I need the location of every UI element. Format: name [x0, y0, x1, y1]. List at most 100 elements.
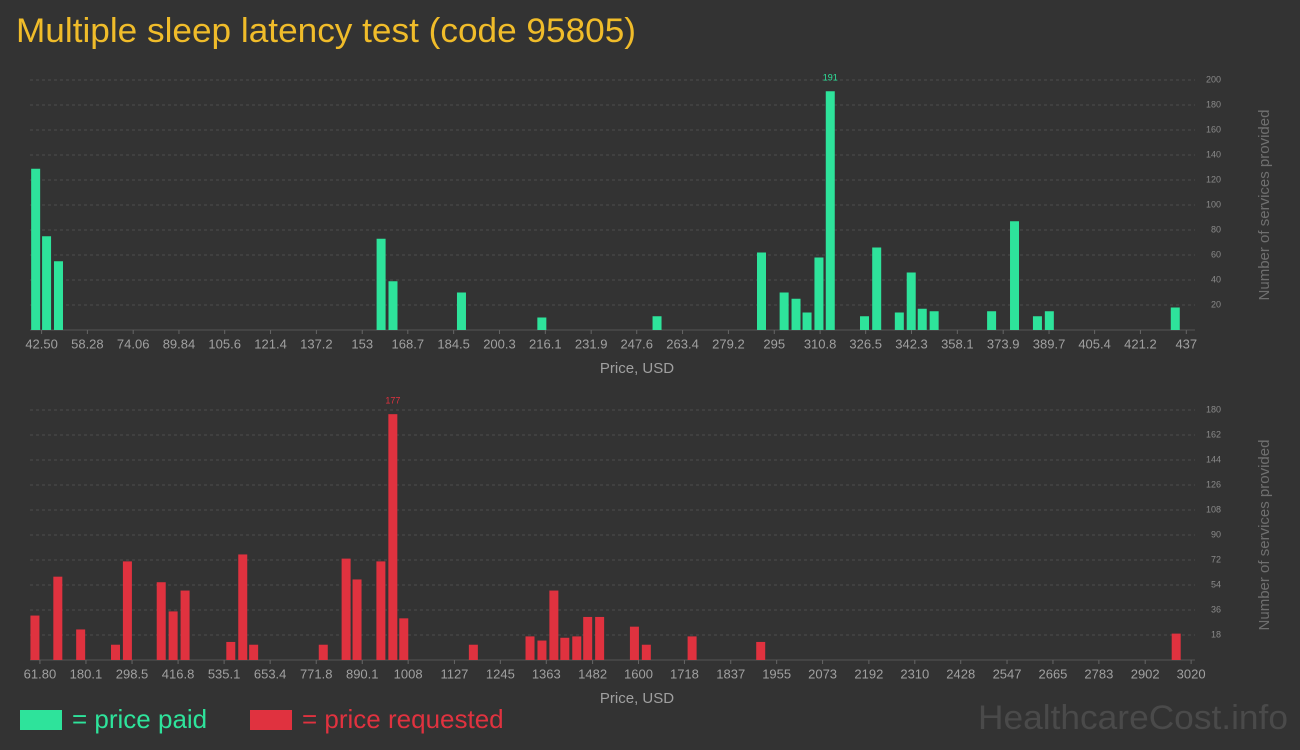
y-tick-label: 18	[1211, 629, 1221, 639]
x-tick-label: 3020	[1177, 666, 1206, 681]
x-tick-label: 2547	[993, 666, 1022, 681]
y-tick-label: 126	[1206, 479, 1221, 489]
x-tick-label: 184.5	[437, 336, 470, 351]
bar	[468, 644, 478, 660]
bar	[318, 644, 328, 660]
x-tick-label: 121.4	[254, 336, 287, 351]
x-tick-label: 437	[1175, 336, 1197, 351]
bar	[756, 641, 766, 660]
bar	[917, 308, 927, 330]
y-tick-label: 40	[1211, 274, 1221, 284]
x-tick-label: 1127	[440, 666, 468, 681]
bar	[53, 576, 63, 660]
x-tick-label: 231.9	[575, 336, 608, 351]
legend-label: = price paid	[72, 704, 207, 734]
x-tick-label: 421.2	[1124, 336, 1157, 351]
bar	[756, 252, 766, 330]
y-tick-label: 180	[1206, 404, 1221, 414]
y-tick-label: 20	[1211, 299, 1221, 309]
x-tick-label: 1363	[532, 666, 561, 681]
bar	[802, 312, 812, 330]
x-tick-label: 358.1	[941, 336, 974, 351]
x-tick-label: 326.5	[849, 336, 882, 351]
y-tick-label: 140	[1206, 149, 1221, 159]
y-tick-label: 200	[1206, 74, 1221, 84]
x-tick-label: 1008	[394, 666, 423, 681]
peak-label: 191	[823, 73, 838, 83]
x-tick-label: 1600	[624, 666, 653, 681]
x-tick-label: 310.8	[804, 336, 837, 351]
x-tick-label: 1245	[486, 666, 515, 681]
y-tick-label: 54	[1211, 579, 1221, 589]
bar	[388, 281, 398, 330]
y-tick-label: 144	[1206, 454, 1221, 464]
bar	[1044, 311, 1054, 330]
x-tick-label: 200.3	[483, 336, 516, 351]
bar	[76, 629, 86, 660]
bar	[814, 257, 824, 330]
bar	[156, 582, 166, 660]
x-tick-label: 1955	[762, 666, 791, 681]
bar	[30, 615, 40, 660]
x-tick-label: 416.8	[162, 666, 195, 681]
x-tick-label: 653.4	[254, 666, 287, 681]
x-tick-label: 295	[763, 336, 785, 351]
x-tick-label: 2192	[854, 666, 883, 681]
bar	[595, 616, 605, 660]
y-tick-label: 60	[1211, 249, 1221, 259]
x-tick-label: 890.1	[346, 666, 379, 681]
x-tick-label: 2783	[1084, 666, 1113, 681]
x-tick-label: 89.84	[163, 336, 196, 351]
bar	[583, 616, 593, 660]
x-tick-label: 42.50	[25, 336, 58, 351]
x-tick-label: 389.7	[1033, 336, 1066, 351]
bar	[872, 247, 882, 330]
bar	[226, 641, 236, 660]
y-tick-label: 90	[1211, 529, 1221, 539]
x-tick-label: 58.28	[71, 336, 104, 351]
x-tick-label: 2310	[900, 666, 929, 681]
bar	[825, 91, 835, 330]
legend-label: = price requested	[302, 704, 504, 734]
page-title: Multiple sleep latency test (code 95805)	[16, 12, 636, 50]
y-axis-title: Number of services provided	[1256, 440, 1273, 631]
bar	[1010, 221, 1020, 330]
bar	[31, 168, 41, 330]
bar	[987, 311, 997, 330]
bar	[1170, 307, 1180, 330]
watermark: HealthcareCost.info	[978, 699, 1288, 737]
bar	[110, 644, 120, 660]
bar	[629, 626, 639, 660]
bar	[537, 317, 547, 330]
bar	[249, 644, 259, 660]
bar	[53, 261, 63, 330]
bar	[779, 292, 789, 330]
y-tick-label: 108	[1206, 504, 1221, 514]
bar	[122, 561, 132, 660]
x-tick-label: 216.1	[529, 336, 562, 351]
bar	[1171, 633, 1181, 660]
x-tick-label: 2073	[808, 666, 837, 681]
bar	[929, 311, 939, 330]
bar	[525, 636, 535, 660]
y-tick-label: 72	[1211, 554, 1221, 564]
y-tick-label: 162	[1206, 429, 1221, 439]
x-tick-label: 2665	[1038, 666, 1067, 681]
bar	[376, 238, 386, 330]
x-tick-label: 180.1	[70, 666, 103, 681]
bar	[238, 554, 248, 660]
bar	[687, 636, 697, 660]
y-axis-title: Number of services provided	[1256, 110, 1273, 301]
y-tick-label: 80	[1211, 224, 1221, 234]
bar	[352, 579, 362, 660]
x-tick-label: 2902	[1131, 666, 1160, 681]
peak-label: 177	[385, 396, 400, 406]
y-tick-label: 120	[1206, 174, 1221, 184]
bar	[168, 611, 178, 660]
x-tick-label: 247.6	[620, 336, 653, 351]
x-tick-label: 405.4	[1078, 336, 1111, 351]
y-tick-label: 36	[1211, 604, 1221, 614]
x-tick-label: 168.7	[392, 336, 425, 351]
bar	[860, 316, 870, 330]
x-tick-label: 342.3	[895, 336, 928, 351]
